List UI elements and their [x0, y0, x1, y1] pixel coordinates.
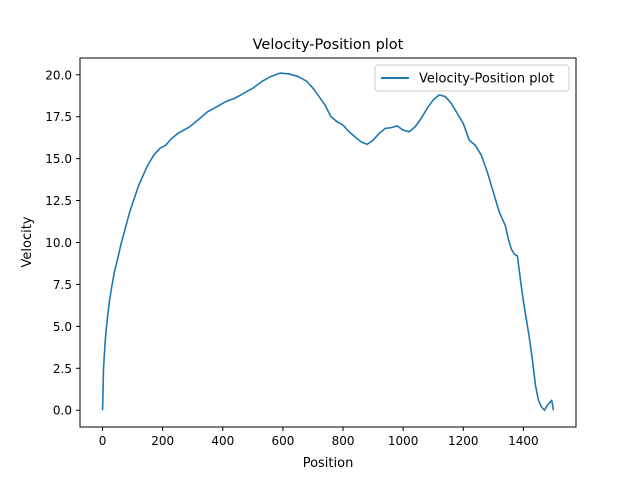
y-axis-label: Velocity	[20, 216, 35, 267]
x-axis-label: Position	[303, 456, 354, 471]
legend-label: Velocity-Position plot	[419, 72, 554, 87]
y-tick-label: 10.0	[45, 236, 72, 250]
x-tick-label: 400	[211, 434, 234, 448]
x-axis-ticks: 0 200 400 600 800 1000 1200 1400	[99, 427, 539, 448]
legend: Velocity-Position plot	[374, 64, 570, 92]
x-tick-label: 1200	[448, 434, 479, 448]
y-tick-label: 5.0	[53, 320, 72, 334]
y-axis-ticks: 0.0 2.5 5.0 7.5 10.0 12.5 15.0 17.5 20.0	[45, 68, 80, 418]
x-tick-label: 200	[151, 434, 174, 448]
x-tick-label: 1400	[508, 434, 539, 448]
y-tick-label: 0.0	[53, 404, 72, 418]
legend-box	[374, 64, 570, 92]
y-tick-label: 15.0	[45, 152, 72, 166]
x-tick-label: 600	[271, 434, 294, 448]
y-tick-label: 12.5	[45, 194, 72, 208]
x-tick-label: 1000	[388, 434, 419, 448]
series-line-velocity-position	[101, 72, 555, 412]
y-tick-label: 2.5	[53, 362, 72, 376]
x-tick-label: 800	[332, 434, 355, 448]
y-tick-label: 20.0	[45, 68, 72, 82]
y-tick-label: 17.5	[45, 110, 72, 124]
chart-title: Velocity-Position plot	[253, 37, 404, 53]
y-tick-label: 7.5	[53, 278, 72, 292]
x-tick-label: 0	[99, 434, 107, 448]
plot-area	[101, 72, 555, 412]
